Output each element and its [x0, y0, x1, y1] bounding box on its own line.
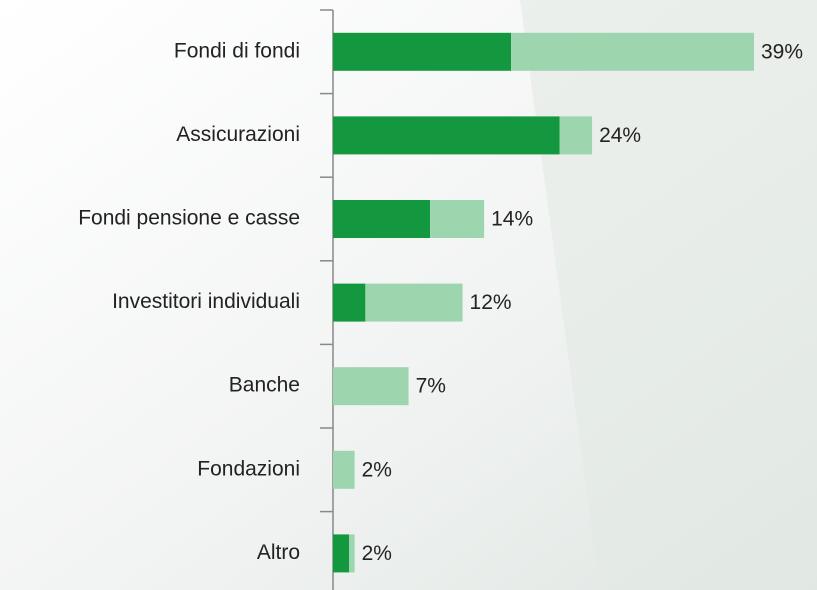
bar-segment [333, 283, 366, 322]
bar-segment [333, 367, 409, 406]
total-label: 39% [761, 40, 803, 63]
total-label: 14% [491, 208, 533, 231]
bar-segment [559, 116, 593, 155]
category-label: Banche [229, 374, 300, 397]
total-label: 2% [362, 542, 392, 565]
bar-segment [333, 534, 350, 573]
category-label: Fondi di fondi [174, 39, 300, 62]
category-label: Investitori individuali [112, 290, 300, 313]
bar-segment [511, 32, 754, 71]
bar-segment [333, 32, 512, 71]
total-label: 2% [362, 458, 392, 481]
bar-segment [333, 116, 560, 155]
total-label: 7% [416, 375, 446, 398]
category-label: Altro [257, 541, 300, 564]
bar-segment [333, 450, 355, 489]
category-label: Assicurazioni [176, 123, 300, 146]
total-label: 24% [599, 124, 641, 147]
bar-segment [430, 200, 485, 238]
bar-segment [349, 534, 355, 573]
bar-segment [365, 283, 463, 322]
category-label: Fondi pensione e casse [78, 207, 300, 230]
bar-segment [333, 200, 431, 238]
background-shape [520, 0, 817, 590]
total-label: 12% [470, 291, 512, 314]
category-label: Fondazioni [197, 457, 300, 480]
